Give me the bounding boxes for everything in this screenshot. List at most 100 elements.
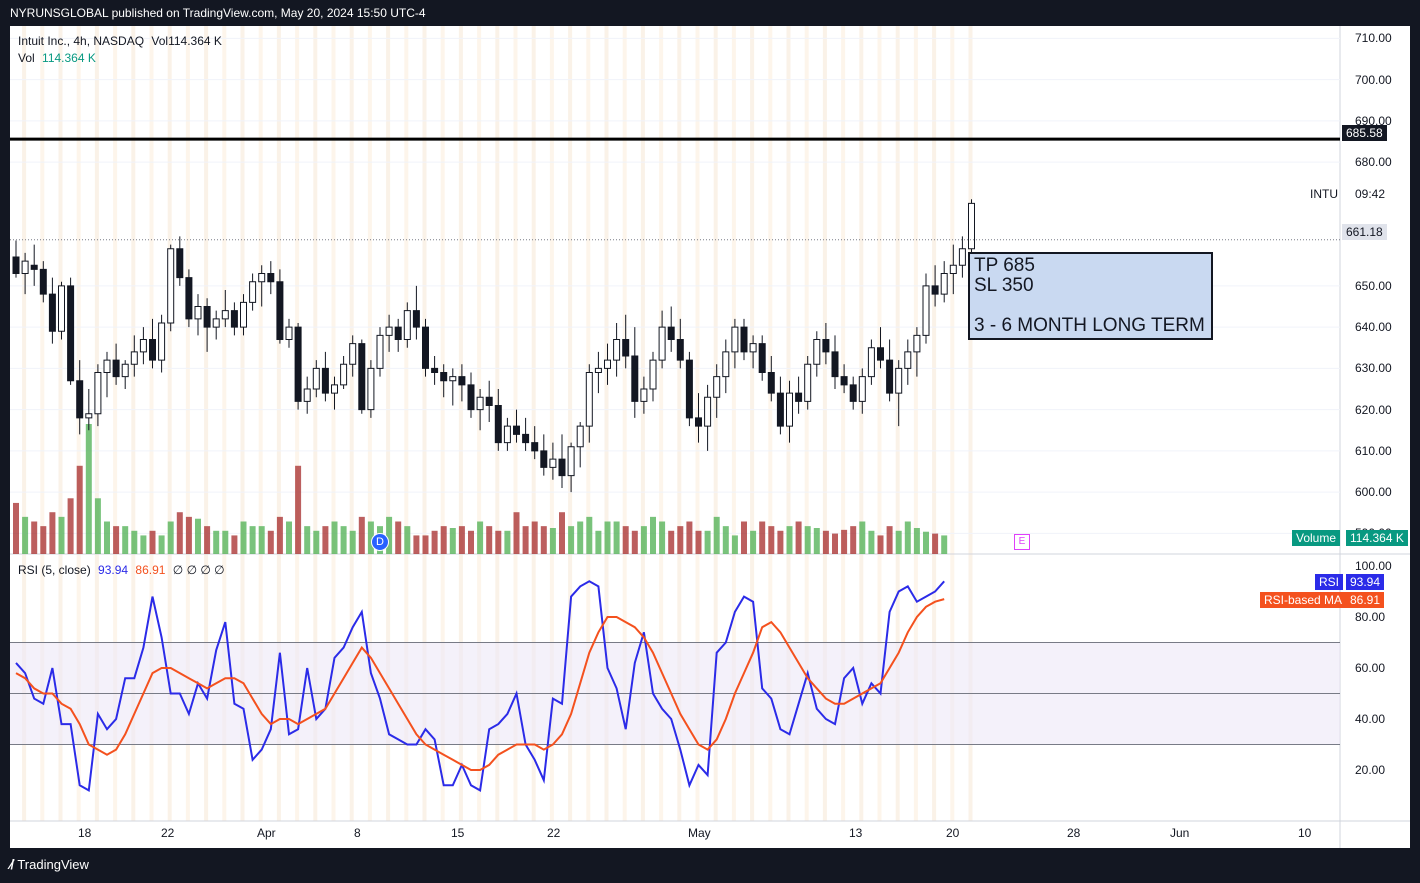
candle-body (786, 392, 793, 427)
candle (303, 376, 311, 414)
volume-bar (759, 521, 766, 554)
candle (503, 417, 511, 451)
candle (112, 343, 120, 385)
session-stripe (677, 26, 682, 821)
session-stripe (386, 26, 391, 821)
candle (230, 302, 238, 336)
price-tick-label: 710.00 (1355, 31, 1392, 46)
candle (685, 351, 693, 427)
candle (649, 351, 657, 402)
volume-bar (832, 533, 838, 554)
volume-bar (340, 526, 347, 554)
volume-bar (85, 424, 92, 554)
volume-bar (149, 530, 156, 554)
volume-bar (486, 526, 493, 554)
session-stripe (549, 26, 554, 821)
candle (312, 360, 320, 398)
volume-bar (795, 521, 802, 554)
session-stripe (804, 26, 809, 821)
candle-body (804, 363, 812, 402)
candle (695, 393, 702, 443)
session-stripe (932, 26, 937, 821)
candle (422, 318, 429, 377)
candle (749, 335, 757, 369)
time-tick-label: 18 (78, 826, 92, 840)
volume-bar (304, 526, 311, 554)
candle-body (240, 301, 247, 328)
volume-bar (67, 498, 74, 554)
session-stripe (531, 26, 536, 821)
candle-body (776, 392, 784, 427)
session-stripe (750, 26, 755, 821)
candle (276, 269, 284, 344)
symbol-legend: Intuit Inc., 4h, NASDAQ Vol114.364 K (18, 34, 222, 48)
volume-bar (295, 465, 302, 554)
earnings-marker[interactable]: E (1014, 534, 1030, 550)
volume-bar (750, 530, 757, 554)
rsi-tick-label: 80.00 (1355, 610, 1386, 624)
candle-body (221, 310, 229, 320)
rsi-ma-tag: RSI-based MA (1260, 592, 1347, 608)
volume-bar (859, 521, 866, 554)
volume-bar (568, 526, 575, 554)
volume-bar (786, 526, 793, 554)
volume-bar (595, 530, 602, 554)
countdown-timer: 09:42 (1355, 187, 1386, 201)
candle (613, 323, 621, 377)
volume-bar (185, 516, 192, 554)
candle-body (968, 202, 975, 250)
candle (713, 364, 721, 418)
volume-bar (877, 535, 884, 554)
volume-bar (22, 516, 29, 554)
candle-body (858, 376, 866, 402)
candle (740, 318, 748, 361)
volume-bar (677, 526, 684, 554)
volume-bar (777, 530, 784, 554)
candle (631, 327, 639, 418)
volume-bar (540, 526, 547, 554)
volume-bar (249, 526, 256, 554)
candle-body (21, 260, 29, 274)
candle-body (422, 326, 429, 369)
candle (540, 434, 548, 476)
candle-body (39, 268, 47, 295)
candle (731, 318, 739, 369)
candle (240, 294, 247, 336)
candle-body (212, 318, 220, 328)
session-stripe (240, 26, 245, 821)
candle-body (631, 355, 639, 402)
volume-bar (131, 530, 138, 554)
vol-legend-value: 114.364 K (42, 51, 96, 65)
candle-body (749, 343, 757, 353)
candle-body (494, 405, 502, 444)
dividend-marker[interactable]: D (371, 533, 389, 551)
session-stripe (768, 26, 773, 821)
candle (130, 335, 138, 377)
candle-body (194, 306, 202, 320)
candle (121, 360, 129, 389)
volume-bar (622, 526, 629, 554)
candle (367, 360, 375, 418)
candle-body (230, 310, 238, 328)
session-stripe (477, 26, 482, 821)
chart-frame[interactable]: Intuit Inc., 4h, NASDAQ Vol114.364 K Vol… (10, 26, 1410, 848)
chart-canvas[interactable] (10, 26, 1410, 848)
volume-bar (204, 526, 211, 554)
volume-bar (431, 530, 438, 554)
session-stripe (131, 26, 136, 821)
trade-annotation-box[interactable]: TP 685 SL 350 3 - 6 MONTH LONG TERM (968, 252, 1213, 340)
volume-bar (768, 526, 775, 554)
session-stripe (513, 26, 518, 821)
price-tick-label: 680.00 (1355, 155, 1392, 170)
volume-bar (395, 521, 402, 554)
footer-brand[interactable]: ⁄̸ TradingView (10, 856, 89, 872)
publisher-header: NYRUNSGLOBAL published on TradingView.co… (10, 6, 426, 20)
candle (567, 442, 575, 493)
rsi-value-tag: 93.94 (1346, 574, 1385, 590)
candle-body (285, 326, 293, 340)
session-stripe (113, 26, 118, 821)
candle (212, 310, 220, 340)
candle-body (440, 372, 448, 382)
time-tick-label: 22 (161, 826, 175, 840)
candle-body (158, 322, 166, 361)
